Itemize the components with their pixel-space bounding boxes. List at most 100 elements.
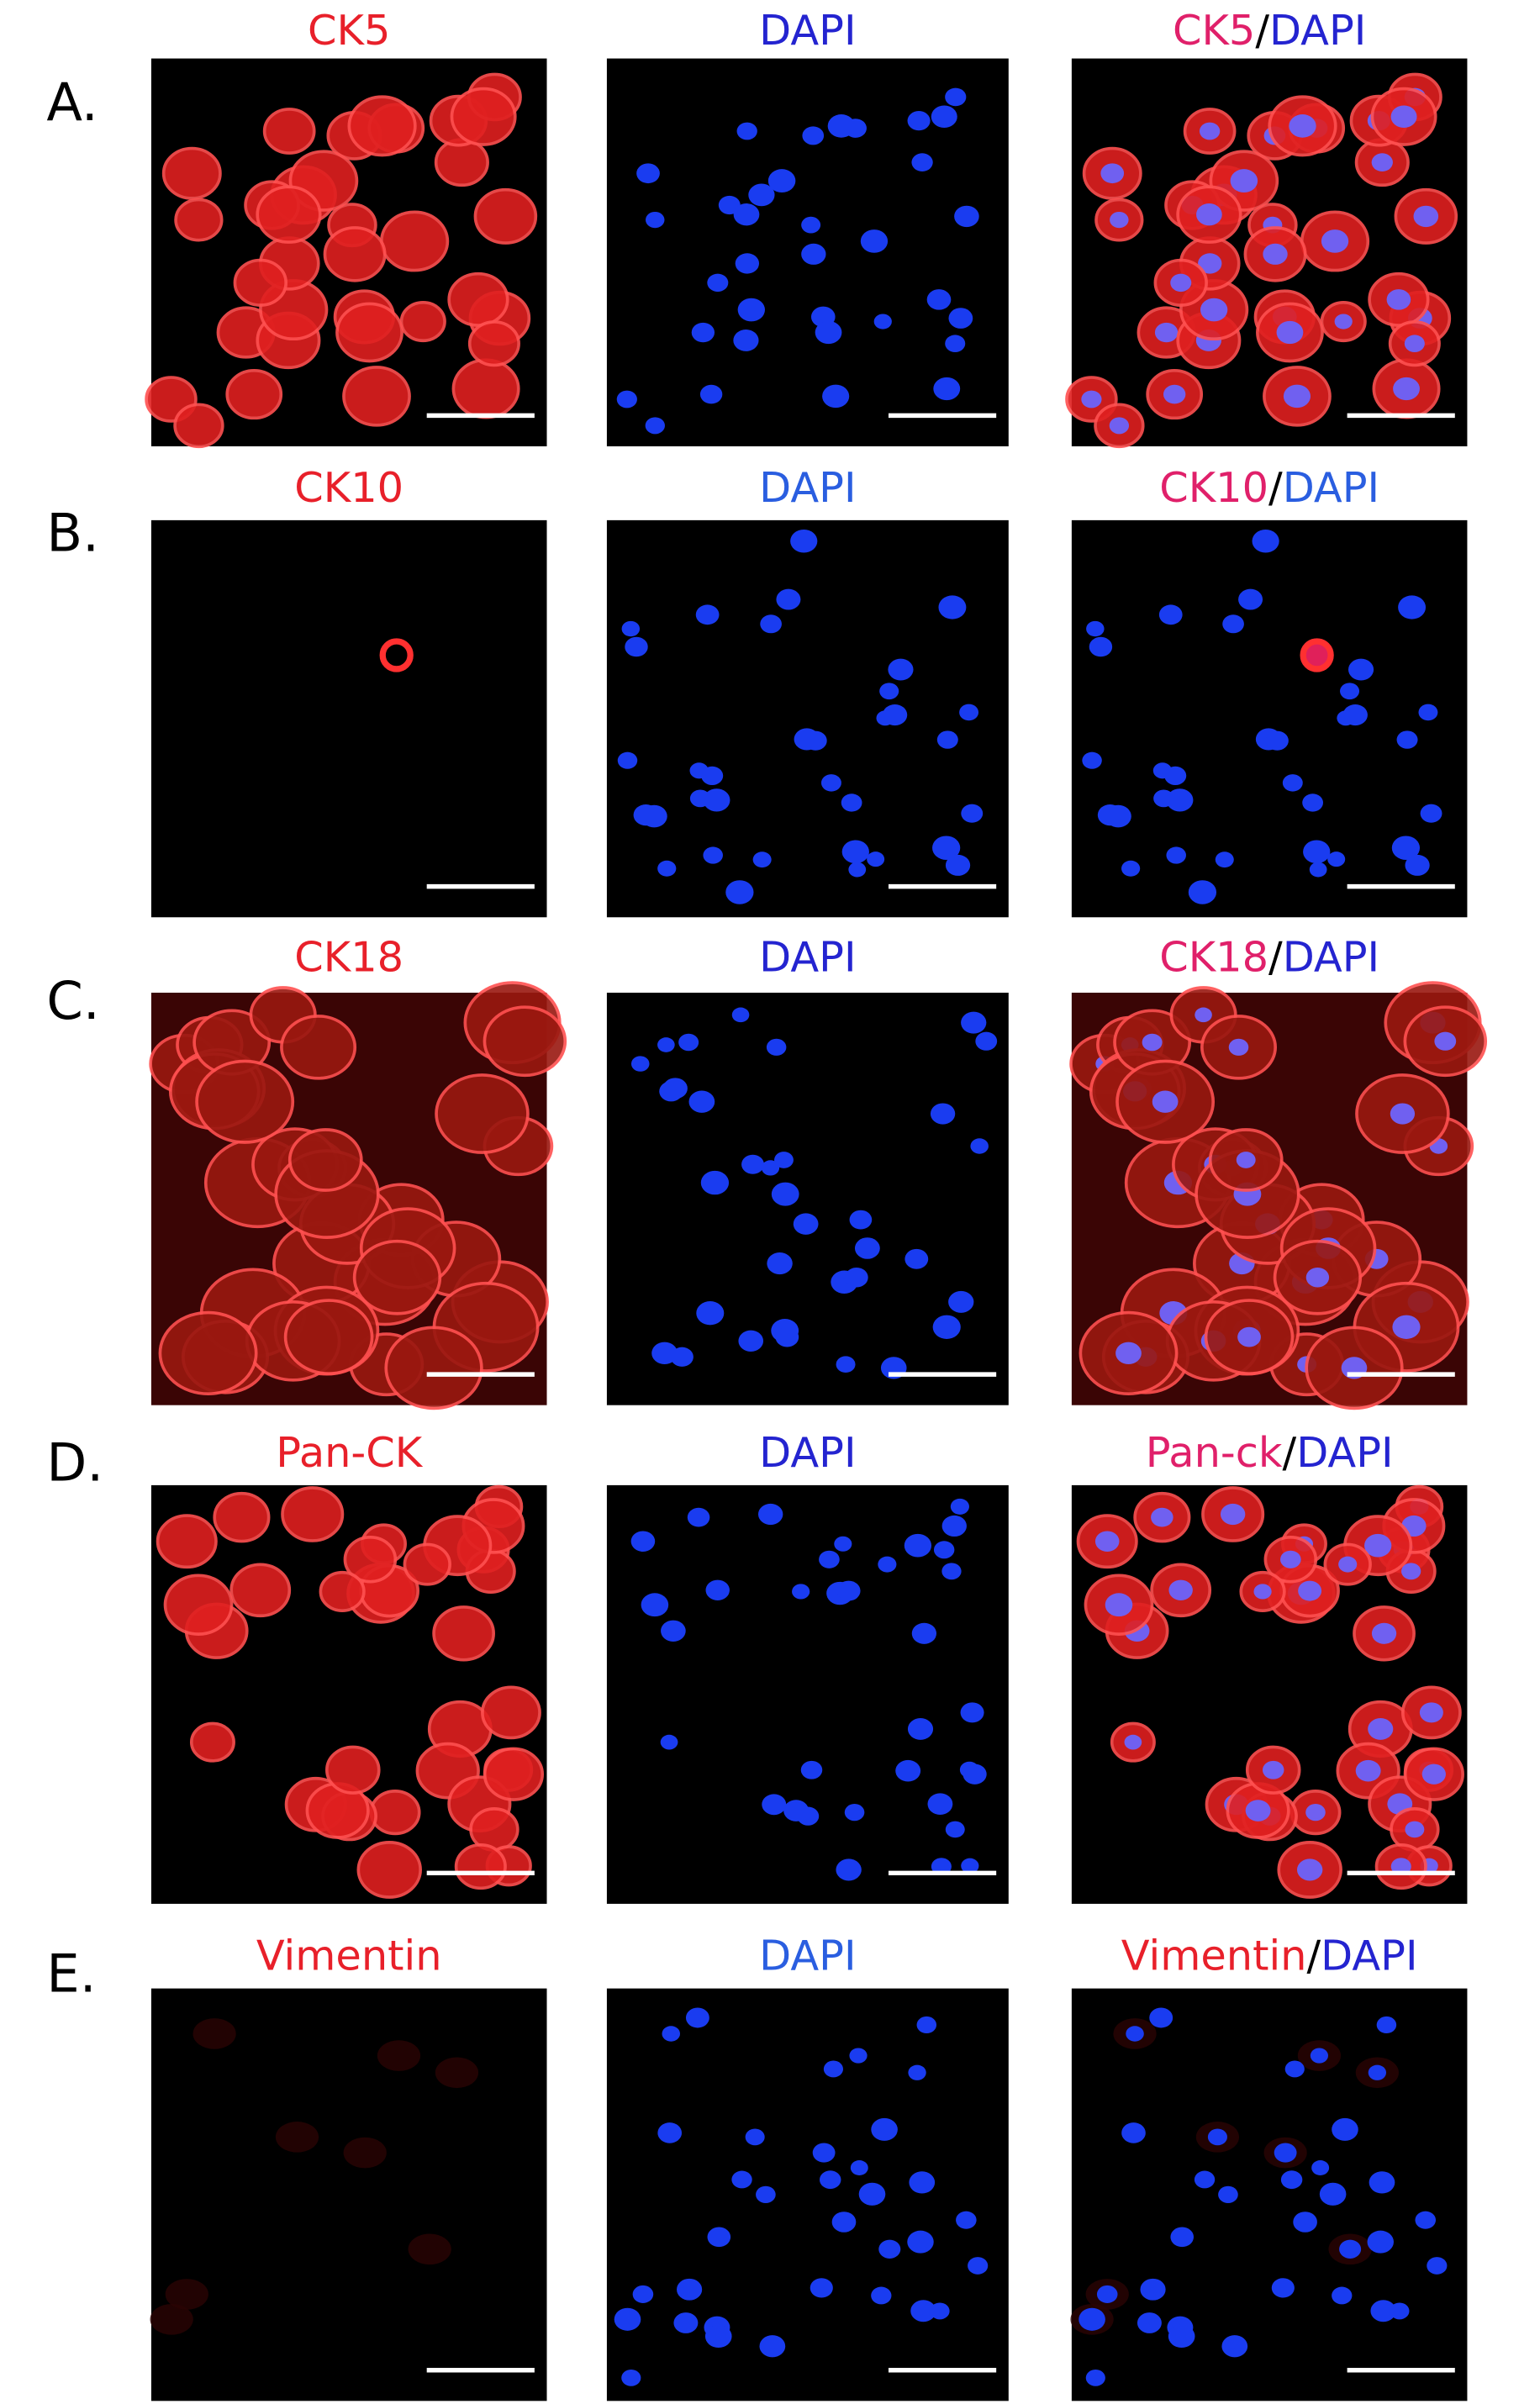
nucleus [1321, 229, 1349, 253]
nucleus [932, 1315, 961, 1339]
nucleus [1154, 322, 1179, 343]
nucleus [867, 851, 885, 867]
nucleus [849, 2048, 868, 2064]
nucleus [941, 1563, 962, 1580]
nucleus [1305, 1267, 1330, 1288]
title-part: / [1283, 1428, 1297, 1477]
micrograph [606, 1988, 1009, 2401]
nucleus [933, 1541, 955, 1559]
title-part: Pan-ck [1146, 1428, 1283, 1477]
nucleus [735, 253, 760, 274]
title-part: DAPI [1283, 932, 1379, 981]
nucleus [960, 1702, 984, 1723]
title-part: Pan-CK [276, 1428, 424, 1477]
nucleus [1194, 2170, 1216, 2189]
panel-title: Pan-CK [276, 1428, 424, 1477]
nucleus [1221, 2335, 1248, 2358]
nucleus [945, 1821, 965, 1838]
cell [342, 366, 411, 427]
nucleus [959, 704, 979, 721]
nucleus [1149, 2007, 1173, 2028]
nucleus [1302, 793, 1324, 812]
nucleus [876, 710, 894, 726]
title-part: / [1255, 6, 1269, 55]
title-part: CK5 [308, 6, 390, 55]
nucleus [621, 2369, 641, 2386]
title-part: DAPI [1269, 6, 1366, 55]
nucleus [1369, 2171, 1395, 2194]
nucleus [657, 2122, 683, 2143]
nucleus [703, 846, 723, 864]
nucleus [1168, 2324, 1195, 2349]
cell [335, 302, 403, 363]
nucleus [738, 1330, 764, 1352]
nucleus [1348, 658, 1374, 681]
cell [481, 1685, 541, 1740]
title-part: DAPI [759, 6, 856, 55]
nucleus [645, 417, 665, 435]
nucleus [625, 636, 648, 657]
cell [233, 258, 288, 307]
cell [213, 1491, 271, 1543]
nucleus [659, 1081, 683, 1102]
micrograph [606, 992, 1009, 1405]
nucleus [678, 1033, 699, 1052]
cell [483, 1005, 567, 1078]
nucleus [945, 87, 967, 107]
nucleus [1364, 1533, 1392, 1558]
nucleus [1280, 2170, 1303, 2190]
cell [275, 2122, 319, 2153]
cell [473, 187, 538, 245]
nucleus [696, 1301, 725, 1326]
nucleus [911, 1622, 937, 1644]
nucleus [1392, 1315, 1421, 1339]
nucleus [1274, 2143, 1297, 2163]
panel-label: C. [46, 970, 99, 1031]
nucleus [1390, 2302, 1410, 2320]
nucleus [1230, 169, 1258, 193]
nucleus [932, 836, 961, 860]
cell [343, 1536, 398, 1584]
nucleus [695, 604, 720, 625]
panel-title: DAPI [759, 1932, 856, 1980]
nucleus [1237, 1326, 1261, 1347]
nucleus [836, 1580, 861, 1601]
nucleus [1334, 314, 1353, 329]
micrograph [606, 58, 1009, 446]
nucleus [907, 111, 931, 131]
nucleus [850, 2160, 868, 2175]
nucleus [1396, 730, 1418, 749]
nucleus [904, 1248, 929, 1269]
nucleus [845, 1267, 868, 1288]
nucleus [1393, 377, 1420, 401]
nucleus [1252, 529, 1279, 553]
nucleus [836, 1356, 856, 1373]
nucleus [1368, 2064, 1387, 2080]
panel-label: A. [46, 71, 98, 133]
nucleus [757, 1503, 783, 1526]
nucleus [1170, 273, 1192, 293]
nucleus [641, 1593, 669, 1617]
nucleus [1195, 1007, 1212, 1023]
nucleus [1418, 704, 1438, 721]
cell [281, 1486, 345, 1542]
nucleus [933, 377, 961, 401]
nucleus [1282, 774, 1303, 792]
cell [192, 2018, 236, 2049]
nucleus [632, 2285, 654, 2303]
nucleus [745, 2128, 765, 2146]
nucleus [810, 2278, 833, 2298]
nucleus [621, 620, 641, 637]
panel-title: CK5 [308, 6, 390, 55]
cell [325, 1745, 381, 1795]
nucleus [1303, 840, 1331, 864]
nucleus [926, 289, 952, 310]
nucleus [1163, 384, 1186, 404]
cell [399, 300, 446, 343]
micrograph [1070, 1988, 1468, 2401]
micrograph [606, 1484, 1009, 1904]
cell [451, 358, 520, 419]
title-part: Vimentin [256, 1932, 442, 1980]
nucleus [848, 862, 867, 878]
nucleus [677, 2278, 703, 2301]
